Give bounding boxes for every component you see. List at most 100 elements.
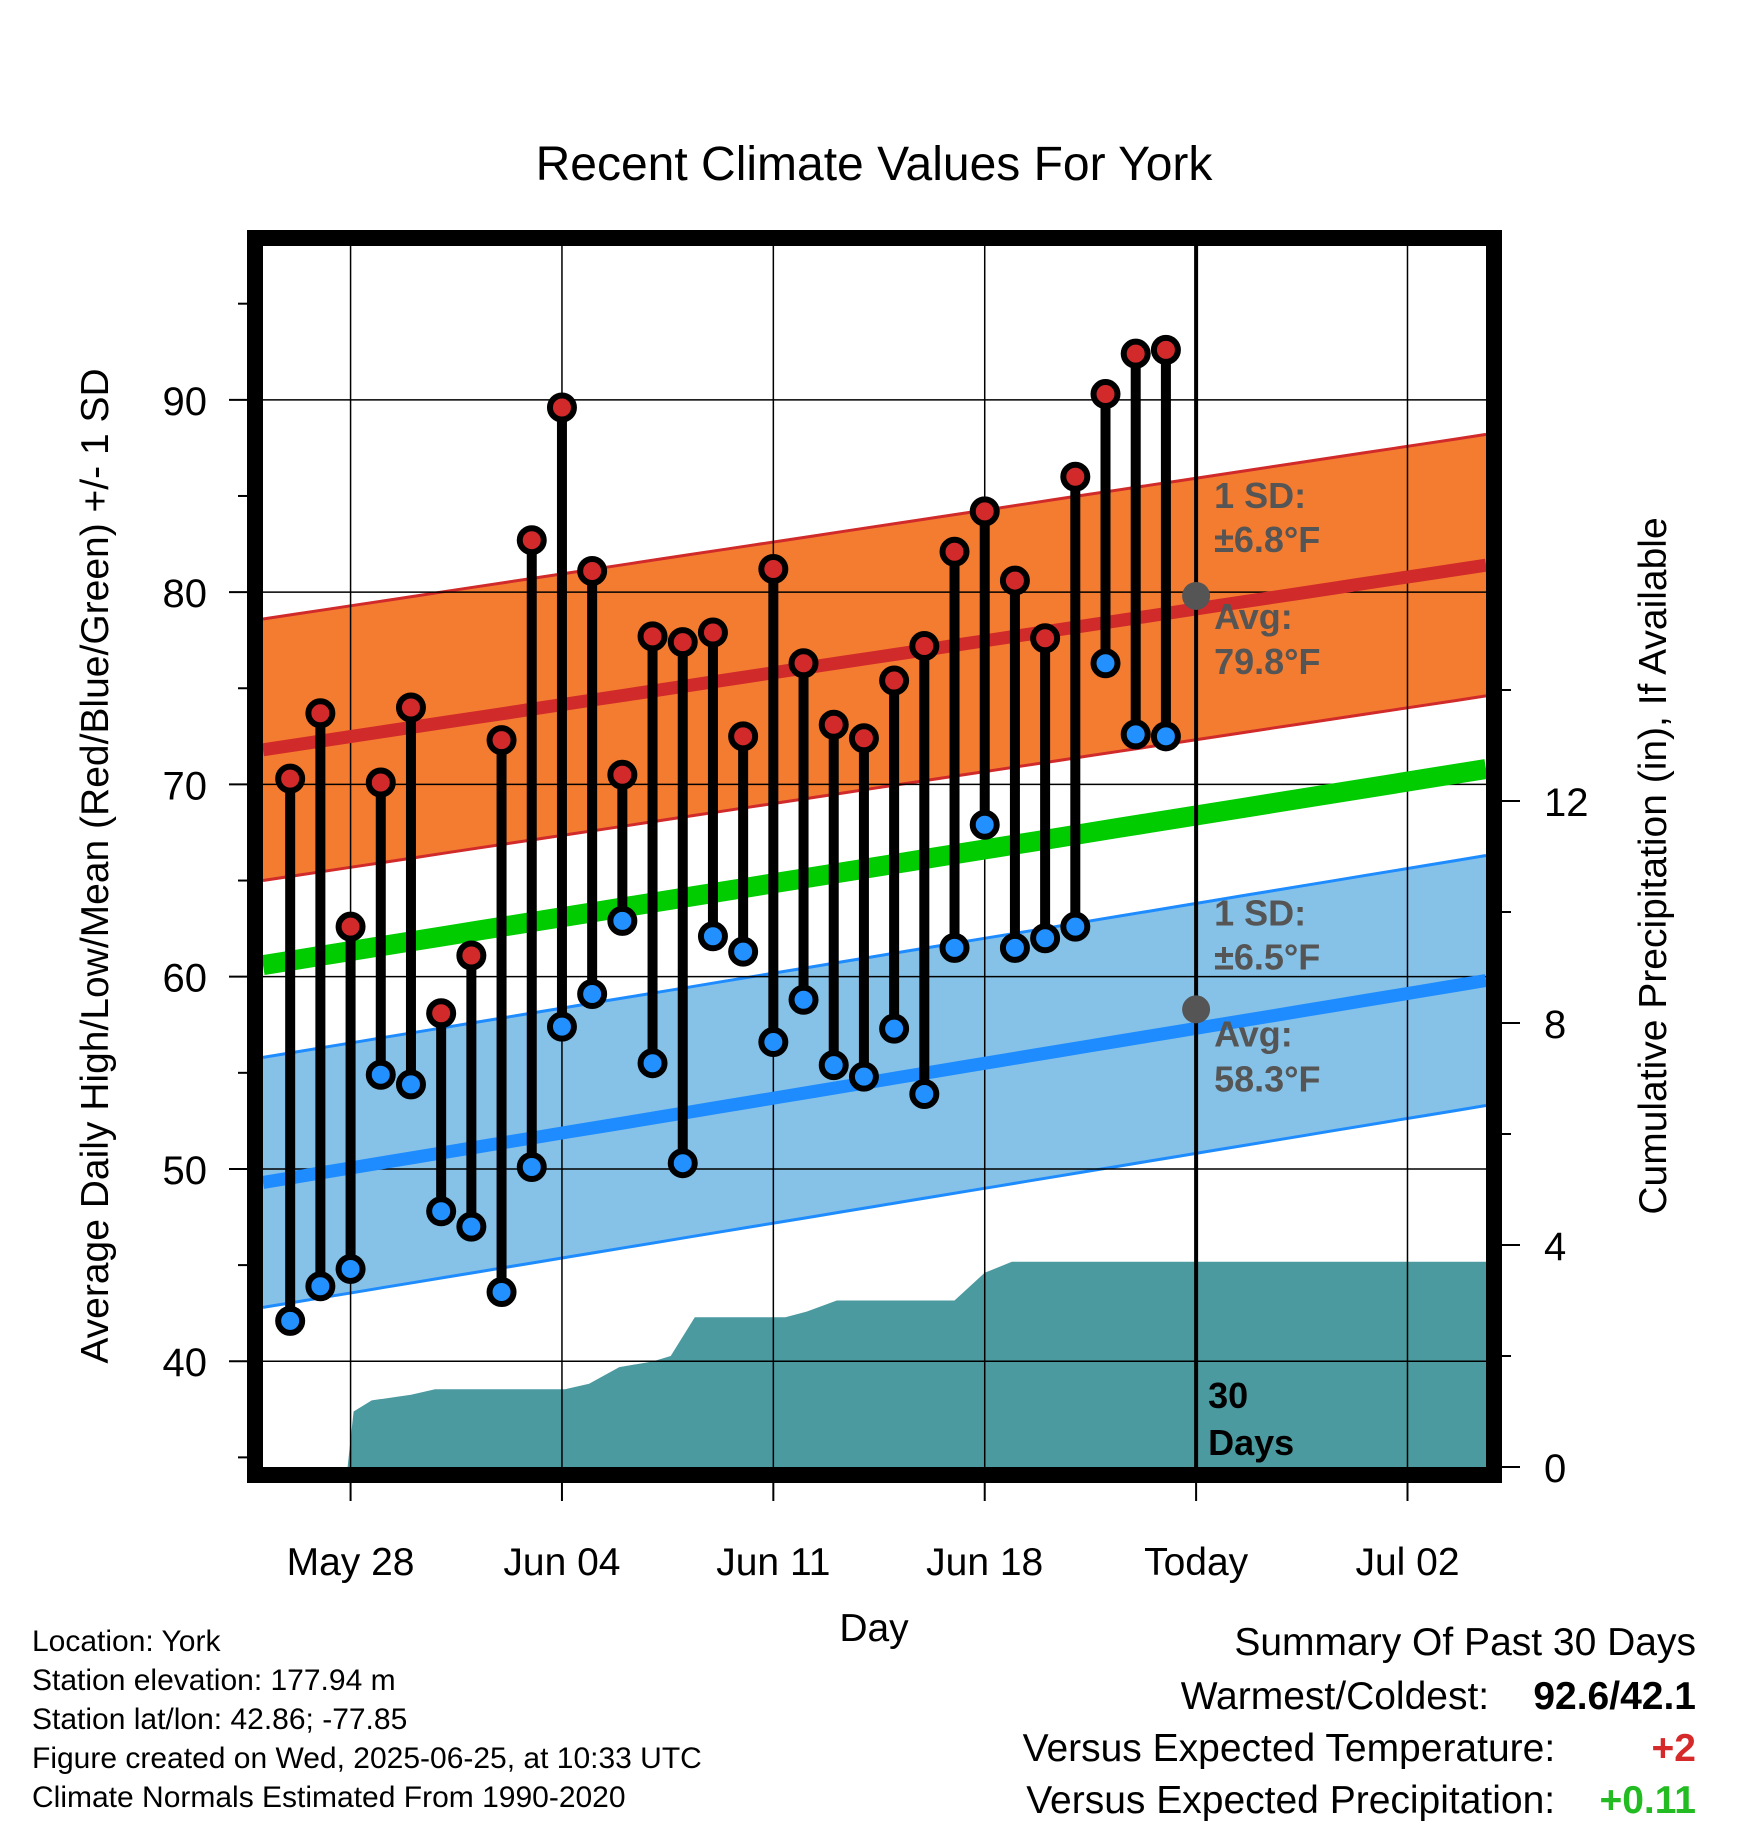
daily-high-dot — [305, 698, 336, 729]
daily-high-dot — [939, 536, 970, 567]
daily-low-dot — [607, 905, 638, 936]
high-band-upper-edge — [262, 432, 1487, 621]
y-tick-label: 80 — [163, 572, 208, 616]
low-band-lower-edge — [262, 1104, 1487, 1309]
daily-high-dot — [456, 940, 487, 971]
chart-title: Recent Climate Values For York — [536, 138, 1214, 191]
precipitation-area — [347, 1261, 1487, 1467]
daily-low-dot — [999, 932, 1030, 963]
daily-high-dot — [728, 721, 759, 752]
daily-low-dot — [848, 1061, 879, 1092]
daily-low-dot — [1060, 911, 1091, 942]
low-avg-marker — [1182, 995, 1211, 1024]
daily-low-dot — [697, 921, 728, 952]
low-avg-value: 58.3°F — [1214, 1058, 1320, 1099]
warmest-label: Warmest/Coldest: — [1180, 1675, 1490, 1718]
normal-mean-line — [261, 759, 1488, 975]
high-sd-value: ±6.8°F — [1214, 519, 1320, 560]
daily-low-dot — [728, 936, 759, 967]
summary-warmest-row: Warmest/Coldest: 92.6/42.1 — [1181, 1675, 1696, 1719]
daily-low-dot — [486, 1277, 517, 1308]
y2-tick-label: 12 — [1544, 781, 1589, 825]
daily-low-dot — [426, 1196, 457, 1227]
temp-value: +2 — [1651, 1727, 1696, 1770]
daily-high-dot — [1120, 338, 1151, 369]
days-count: 30 — [1208, 1375, 1248, 1416]
y-axis-label: Average Daily High/Low/Mean (Red/Blue/Gr… — [74, 368, 117, 1363]
daily-high-dot — [577, 555, 608, 586]
daily-low-dot — [305, 1271, 336, 1302]
x-tick-label: Today — [1144, 1541, 1249, 1584]
daily-low-dot — [456, 1211, 487, 1242]
daily-high-dot — [999, 565, 1030, 596]
daily-low-dot — [335, 1253, 366, 1284]
daily-low-dot — [395, 1069, 426, 1100]
daily-low-dot — [909, 1078, 940, 1109]
daily-high-dot — [667, 627, 698, 658]
axes: 40 50 60 70 80 90 0 4 8 12 May 28 Jun 04 Jun 11 Jun 1… — [163, 230, 1589, 1584]
high-band-lower-edge — [262, 694, 1487, 882]
daily-high-dot — [1150, 334, 1181, 365]
daily-low-dot — [879, 1013, 910, 1044]
temp-label: Versus Expected Temperature: — [1022, 1727, 1556, 1770]
x-tick-label: May 28 — [287, 1541, 415, 1584]
low-sd-label: 1 SD: — [1214, 892, 1306, 933]
daily-low-dot — [667, 1148, 698, 1179]
daily-range-bars — [285, 349, 1171, 1321]
low-avg-label: Avg: — [1214, 1013, 1293, 1054]
warmest-value: 92.6/42.1 — [1533, 1675, 1696, 1718]
daily-low-dot — [365, 1059, 396, 1090]
daily-low-dot — [969, 809, 1000, 840]
daily-low-dot — [516, 1152, 547, 1183]
x-tick-label: Jun 04 — [503, 1541, 620, 1584]
summary-precip-row: Versus Expected Precipitation: +0.11 — [1026, 1779, 1696, 1823]
daily-low-dot — [758, 1027, 789, 1058]
y-tick-label: 50 — [163, 1149, 208, 1193]
daily-high-dot — [395, 692, 426, 723]
daily-high-dot — [909, 630, 940, 661]
daily-high-dot — [758, 554, 789, 585]
y2-tick-label: 8 — [1544, 1003, 1566, 1047]
daily-high-dot — [879, 665, 910, 696]
daily-high-dot — [335, 911, 366, 942]
daily-high-dot — [546, 392, 577, 423]
daily-low-dot — [788, 984, 819, 1015]
daily-high-dot — [1060, 461, 1091, 492]
x-tick-label: Jun 11 — [716, 1541, 830, 1584]
daily-high-dot — [365, 767, 396, 798]
daily-low-dot — [275, 1305, 306, 1336]
daily-high-dot — [516, 525, 547, 556]
daily-high-dot — [848, 723, 879, 754]
x-tick-label: Jun 18 — [926, 1541, 1043, 1584]
y-tick-label: 60 — [163, 957, 208, 1001]
daily-low-dot — [1150, 721, 1181, 752]
summary-title: Summary Of Past 30 Days — [1234, 1621, 1696, 1664]
daily-low-dot — [577, 978, 608, 1009]
precip-label: Versus Expected Precipitation: — [1026, 1779, 1556, 1822]
high-avg-marker — [1182, 581, 1211, 610]
daily-high-dot — [1030, 623, 1061, 654]
y2-tick-label: 4 — [1544, 1225, 1566, 1269]
daily-low-dot — [546, 1011, 577, 1042]
latlon-text: Station lat/lon: 42.86; -77.85 — [32, 1703, 408, 1736]
y2-axis-label: Cumulative Precipitation (in), If Availa… — [1632, 517, 1675, 1214]
daily-high-dot — [788, 648, 819, 679]
y-tick-label: 70 — [163, 764, 208, 808]
daily-low-dot — [637, 1048, 668, 1079]
daily-high-dot — [637, 621, 668, 652]
daily-low-dot — [1090, 648, 1121, 679]
summary-temp-row: Versus Expected Temperature: +2 — [1023, 1727, 1696, 1771]
daily-high-dot — [818, 709, 849, 740]
daily-low-dot — [939, 932, 970, 963]
daily-high-dot — [607, 759, 638, 790]
y-tick-label: 90 — [163, 380, 208, 424]
high-avg-label: Avg: — [1214, 596, 1293, 637]
elevation-text: Station elevation: 177.94 m — [32, 1664, 396, 1697]
high-sd-label: 1 SD: — [1214, 475, 1306, 516]
precipitation-area-shape — [347, 1261, 1487, 1467]
high-avg-value: 79.8°F — [1214, 641, 1320, 682]
normal-high-line — [262, 558, 1487, 757]
precip-value: +0.11 — [1599, 1779, 1696, 1822]
